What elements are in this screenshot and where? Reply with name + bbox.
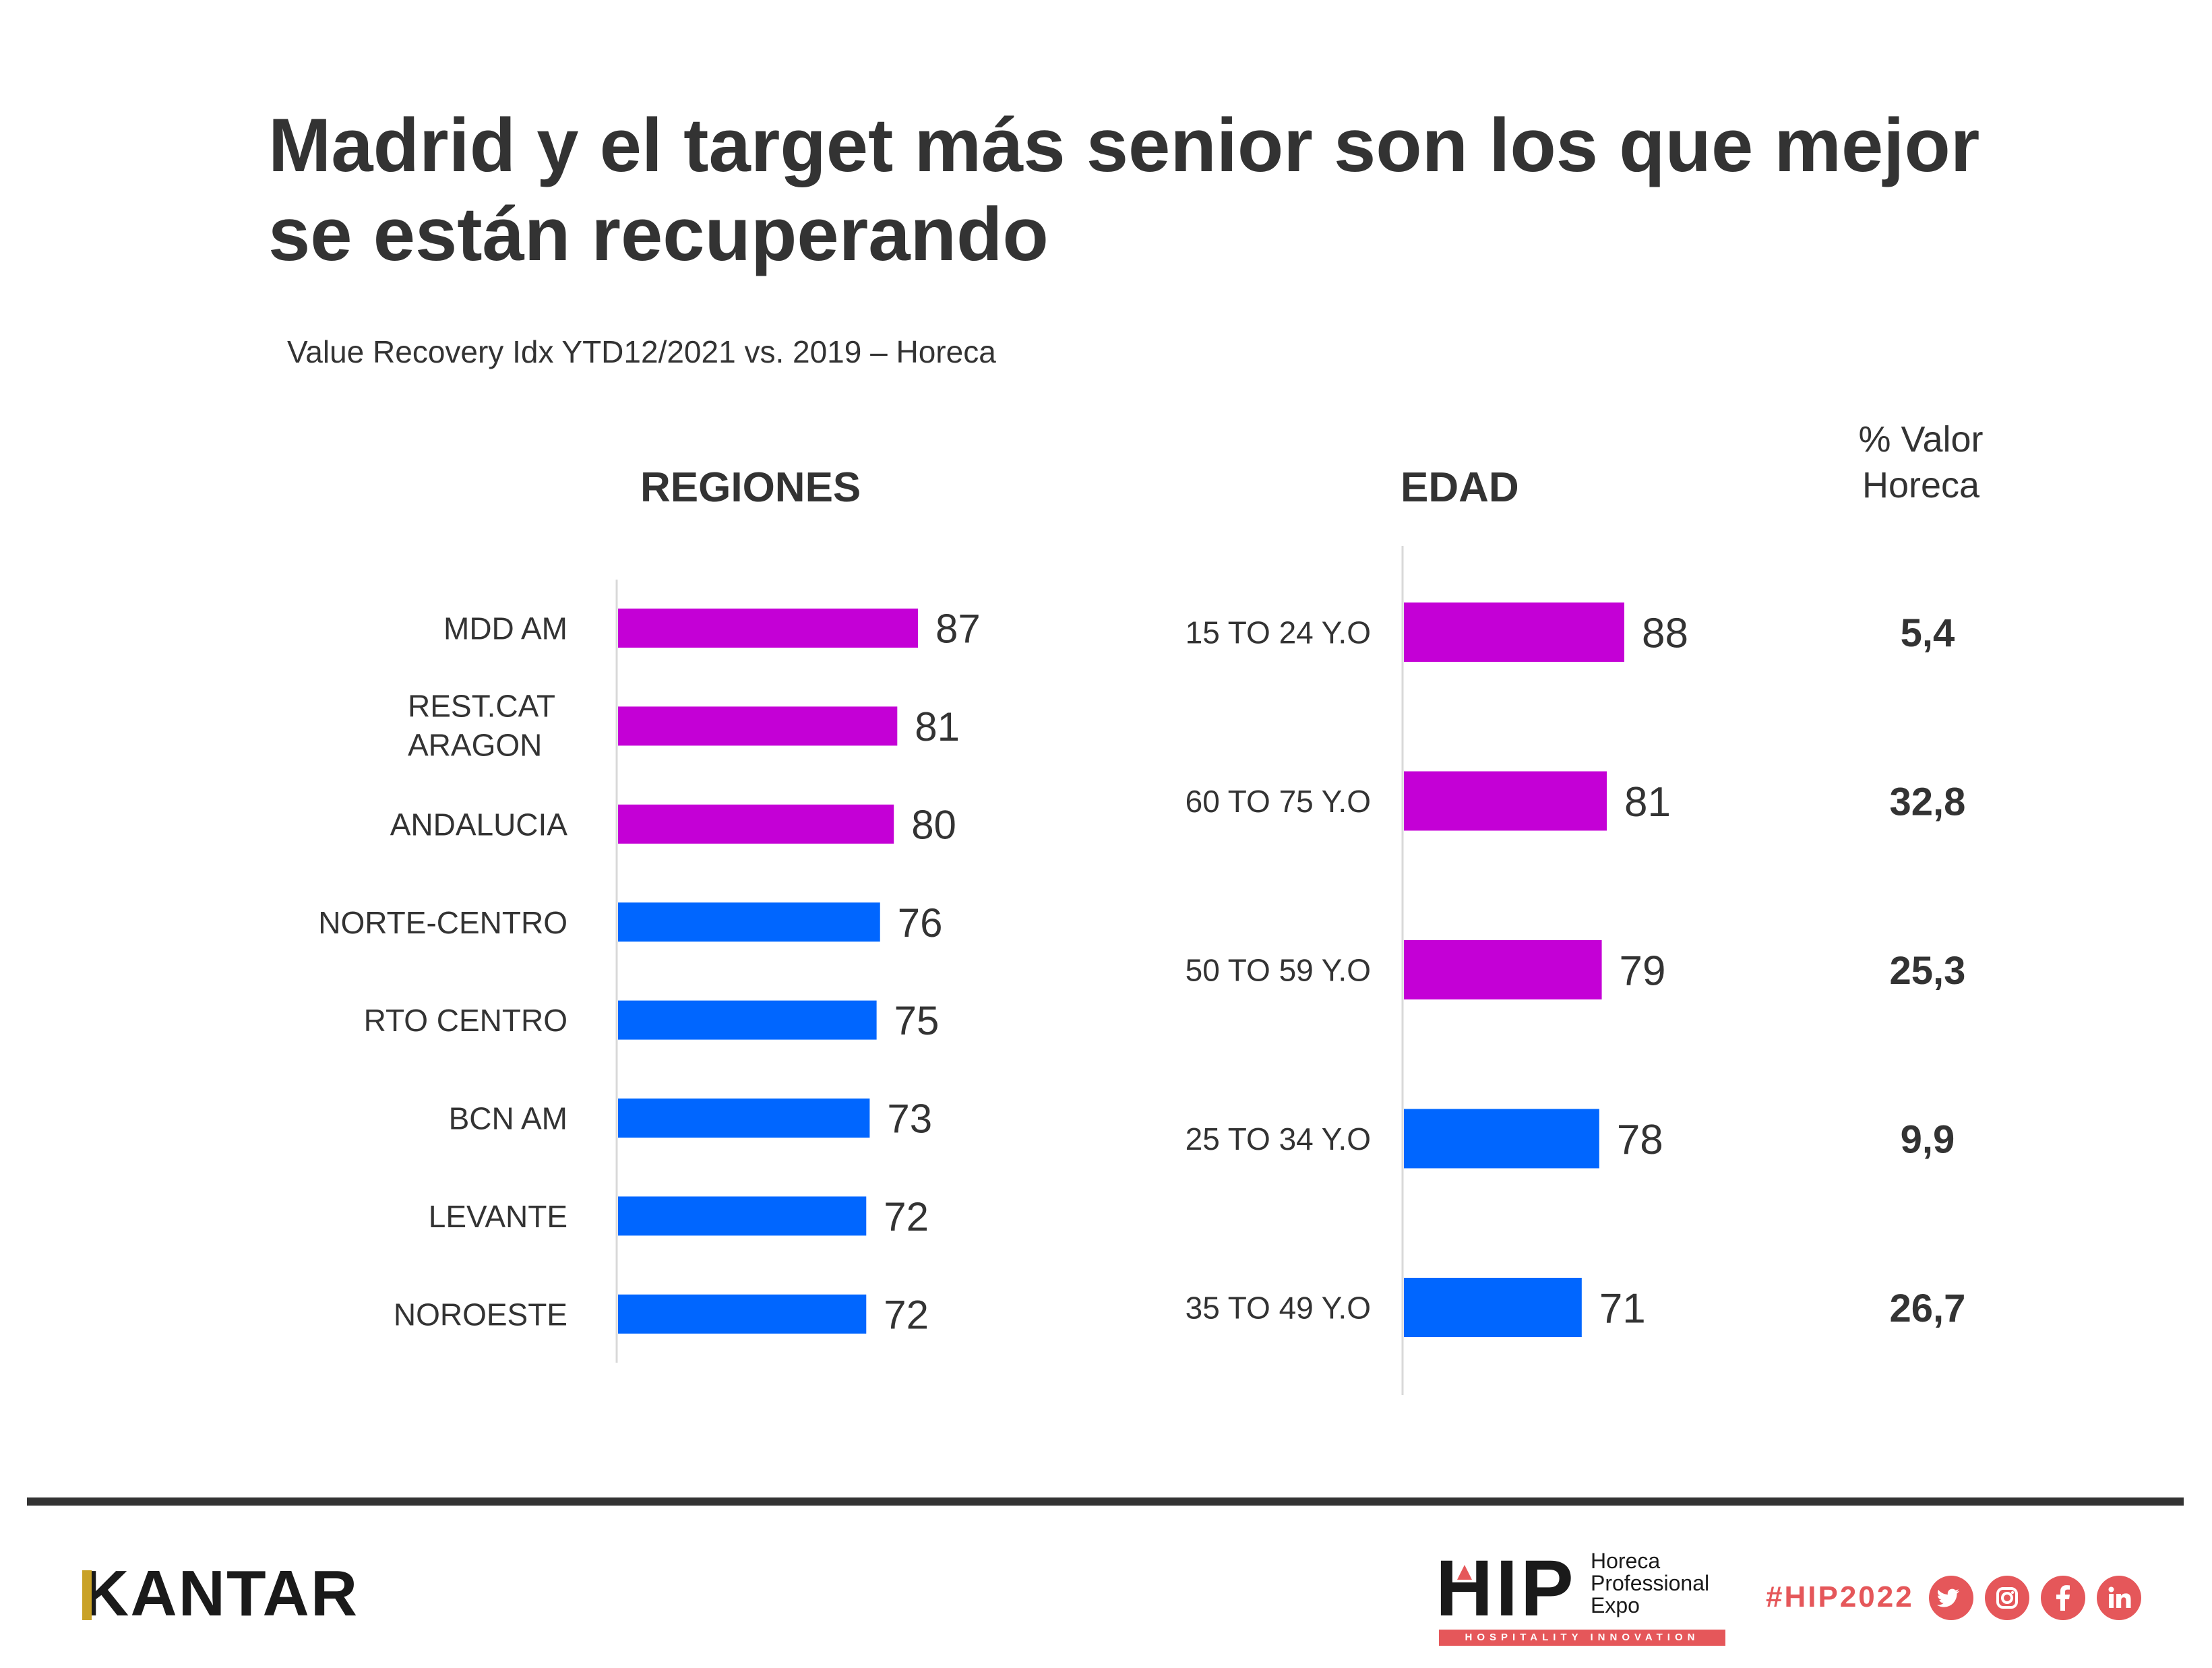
edad-value-label: 79 — [1620, 948, 1666, 994]
valor-horeca-value: 25,3 — [1890, 949, 1966, 993]
edad-value-label: 71 — [1599, 1285, 1646, 1332]
regiones-value-label: 75 — [894, 998, 940, 1043]
edad-bar — [1404, 771, 1607, 831]
edad-category-label: 15 TO 24 Y.O — [1186, 615, 1371, 650]
valor-horeca-heading: % Valor Horeca — [1858, 419, 1984, 505]
regiones-category-label: LEVANTE — [429, 1199, 567, 1234]
valor-horeca-value: 32,8 — [1890, 780, 1966, 824]
regiones-value-label: 80 — [911, 802, 956, 847]
regiones-category-label: NORTE-CENTRO — [318, 905, 567, 940]
edad-category-label: 50 TO 59 Y.O — [1186, 953, 1371, 988]
edad-value-label: 81 — [1624, 779, 1671, 826]
regiones-bar — [618, 902, 880, 942]
valor-horeca-value: 5,4 — [1901, 611, 1955, 655]
instagram-icon[interactable] — [1985, 1576, 2029, 1620]
kantar-logo-accent — [82, 1570, 92, 1620]
hip-logo: HIP — [1436, 1544, 1576, 1633]
regiones-bar — [618, 804, 894, 844]
page-title: Madrid y el target más senior son los qu… — [268, 103, 1980, 276]
linkedin-icon[interactable] — [2097, 1576, 2141, 1620]
hip-logo-accent — [1457, 1565, 1472, 1580]
regiones-category-label: MDD AM — [443, 611, 567, 646]
regiones-bar — [618, 706, 898, 746]
valor-horeca-value: 26,7 — [1890, 1287, 1966, 1330]
regiones-category-label: REST.CAT ARAGON — [408, 688, 555, 762]
twitter-icon[interactable] — [1929, 1576, 1973, 1620]
regiones-bar — [618, 1099, 870, 1138]
edad-bar — [1404, 1278, 1582, 1337]
kantar-logo: KANTAR — [82, 1557, 359, 1630]
regiones-value-label: 73 — [887, 1096, 932, 1142]
regiones-bar — [618, 1294, 867, 1334]
regiones-bar — [618, 609, 918, 648]
hip-logo-text: Horeca Professional Expo — [1591, 1549, 1710, 1617]
edad-category-label: 25 TO 34 Y.O — [1186, 1121, 1371, 1156]
regiones-category-label: BCN AM — [449, 1101, 567, 1136]
regiones-value-label: 72 — [884, 1194, 929, 1239]
regiones-value-label: 76 — [898, 900, 943, 946]
regiones-category-label: ANDALUCIA — [390, 807, 568, 842]
edad-category-label: 60 TO 75 Y.O — [1186, 784, 1371, 819]
regiones-value-label: 81 — [915, 704, 960, 749]
hashtag-label: #HIP2022 — [1766, 1580, 1914, 1613]
regiones-value-label: 72 — [884, 1292, 929, 1337]
regiones-category-label: RTO CENTRO — [364, 1003, 567, 1038]
regiones-heading: REGIONES — [640, 464, 861, 511]
edad-value-label: 88 — [1642, 610, 1688, 656]
edad-category-label: 35 TO 49 Y.O — [1186, 1291, 1371, 1326]
regiones-value-label: 87 — [935, 607, 981, 652]
regiones-bar — [618, 1000, 877, 1040]
hip-logo-band: HOSPITALITY INNOVATION PLANET — [1439, 1630, 1725, 1659]
edad-bar — [1404, 1109, 1599, 1169]
edad-value-label: 78 — [1617, 1117, 1663, 1163]
valor-horeca-value: 9,9 — [1901, 1117, 1955, 1161]
edad-heading: EDAD — [1401, 464, 1519, 511]
edad-bar — [1404, 940, 1602, 999]
facebook-icon[interactable] — [2041, 1576, 2085, 1620]
edad-bar — [1404, 603, 1624, 662]
regiones-bar — [618, 1196, 867, 1236]
chart-subtitle: Value Recovery Idx YTD12/2021 vs. 2019 –… — [287, 334, 996, 369]
footer-divider — [27, 1497, 2184, 1506]
regiones-category-label: NOROESTE — [394, 1297, 567, 1332]
